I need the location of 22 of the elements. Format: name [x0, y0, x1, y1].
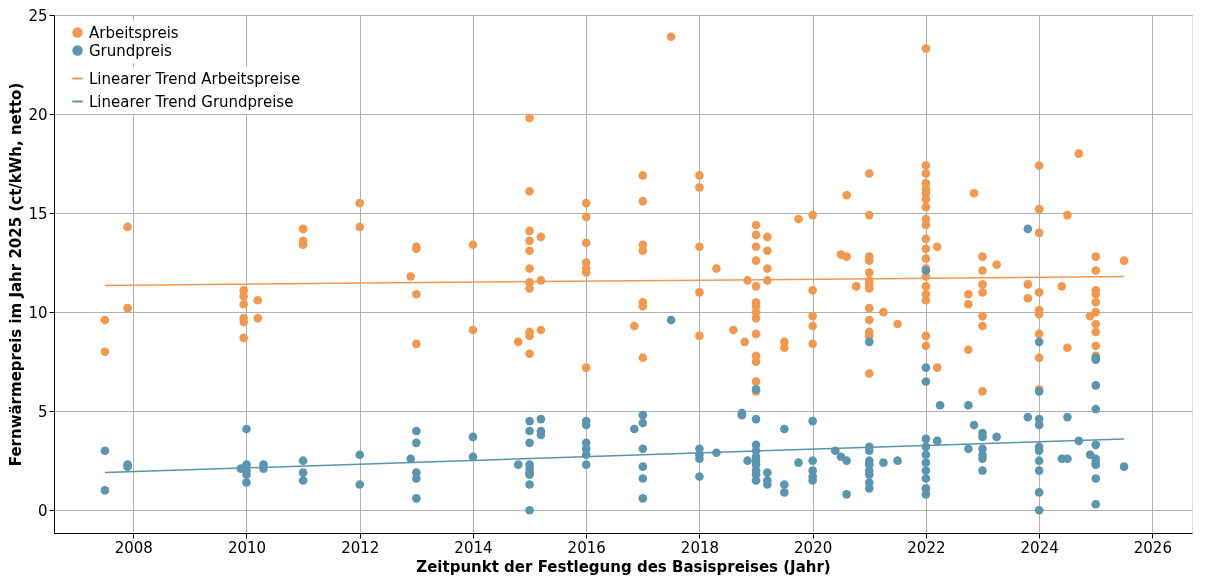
y-tick-label: 0: [37, 501, 48, 520]
y-tick-label: 5: [37, 402, 48, 421]
y-tick-label: 25: [28, 6, 48, 25]
x-tick-label: 2012: [341, 538, 380, 557]
x-axis-title: Zeitpunkt der Festlegung des Basispreises (Jahr): [416, 557, 831, 576]
y-tick-label: 10: [28, 303, 48, 322]
legend-label: Linearer Trend Arbeitspreise: [89, 69, 301, 88]
x-tick-label: 2008: [114, 538, 153, 557]
x-tick-label: 2022: [907, 538, 946, 557]
y-tick-label: 20: [28, 105, 48, 124]
x-tick-label: 2010: [227, 538, 267, 557]
x-tick-label: 2020: [794, 538, 833, 557]
y-axis-title: Fernwärmepreis im Jahr 2025 (ct/kWh, netto): [7, 82, 26, 467]
legend-label: Linearer Trend Grundpreise: [89, 92, 294, 111]
x-tick-label: 2018: [680, 538, 720, 557]
x-tick-label: 2026: [1133, 538, 1172, 557]
x-tick-label: 2024: [1020, 538, 1059, 557]
y-tick-label: 15: [28, 204, 48, 223]
legend-label: Grundpreis: [89, 41, 173, 60]
x-tick-label: 2016: [567, 538, 606, 557]
legend-label: Arbeitspreis: [89, 23, 179, 42]
x-tick-label: 2014: [454, 538, 493, 557]
